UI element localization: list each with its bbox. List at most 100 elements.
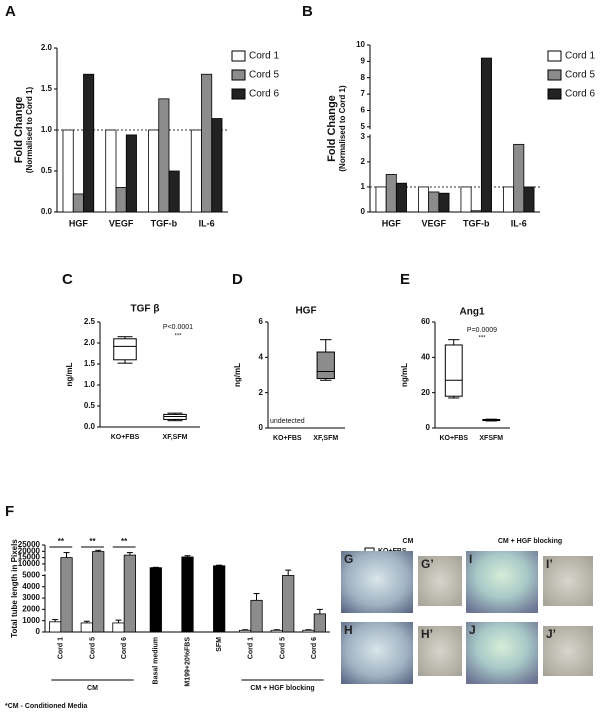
significance-label: ** [121,537,128,546]
bar [418,186,430,213]
bar [60,557,73,633]
micrograph [466,551,538,613]
y-tick-label: 7 [361,89,366,98]
y-axis-sublabel: (Normalised to Cord 1) [338,85,347,172]
y-tick-label: 8 [361,73,366,82]
x-tick-label: KO+FBS [111,434,140,441]
bar [375,186,387,213]
legend-label: Cord 5 [565,70,595,81]
bar [480,57,492,213]
x-tick-label: Cord 6 [121,637,128,659]
axis-break [366,129,374,135]
bar [149,567,162,633]
significance-label: ** [89,537,96,546]
bar [125,134,137,213]
bar [438,192,450,213]
x-tick-label: IL-6 [199,218,215,228]
bar [523,186,535,213]
y-axis-label: Fold Change [326,95,338,162]
bar [168,170,180,213]
y-tick-label: 10000 [18,559,41,568]
panel-letter: C [62,271,73,288]
y-tick-label: 0.0 [84,422,96,431]
micrograph-label: H [344,623,353,637]
micrograph-header: CM + HGF blocking [498,538,562,545]
legend-label: Cord 6 [249,89,279,100]
x-tick-label: SFM [216,637,223,652]
legend-label: Cord 5 [249,70,279,81]
bar [158,98,170,213]
y-axis-label: ng/mL [233,363,242,387]
y-tick-label: 25000 [18,540,41,549]
panel-letter: F [5,503,14,520]
y-tick-label: 6 [361,106,366,115]
y-tick-label: 5000 [22,571,40,580]
bar [250,599,263,633]
y-axis-label: ng/mL [400,363,409,387]
y-tick-label: 6 [259,317,264,326]
y-tick-label: 3 [361,132,366,141]
legend-swatch [547,50,562,62]
micrograph [543,556,593,606]
axis-break [41,571,49,575]
y-tick-label: 2 [259,388,264,397]
bar [123,554,136,633]
bar [80,622,93,633]
panel-letter: B [302,3,313,20]
bar [428,191,440,213]
bar [282,575,295,633]
x-tick-label: Cord 6 [311,637,318,659]
x-tick-label: XF,SFM [313,435,338,442]
y-tick-label: 20 [421,388,430,397]
panel-title: TGF β [131,304,160,315]
panel-letter: A [5,3,16,20]
x-tick-label: Basal medium [153,637,160,684]
micrograph-label: J [469,623,476,637]
bar [470,210,482,213]
micrograph [543,626,593,676]
x-tick-label: M199+20%FBS [184,637,191,687]
legend-swatch [547,69,562,81]
bar [201,73,213,213]
y-axis-sublabel: (Normalised to Cord 1) [25,87,34,174]
legend-swatch [547,88,562,100]
bar [115,186,127,213]
x-tick-label: TGF-b [463,218,490,228]
bar [148,129,160,213]
y-tick-label: 5 [361,122,366,131]
micrograph [418,556,462,606]
x-tick-label: HGF [69,218,89,228]
y-tick-label: 2000 [22,604,40,613]
y-axis-label: ng/mL [65,362,74,386]
x-tick-label: VEGF [109,218,134,228]
box [113,338,137,361]
y-tick-label: 10 [356,40,365,49]
y-axis-label: Fold Change [13,97,25,164]
x-tick-label: XF,SFM [163,434,188,441]
legend-swatch [231,50,246,62]
y-tick-label: 4 [259,352,264,361]
annotation: undetected [270,418,305,425]
annotation: P=0.0009 [467,327,497,334]
y-tick-label: 1000 [22,616,40,625]
x-tick-label: IL-6 [511,218,527,228]
y-tick-label: 4000 [22,582,40,591]
x-tick-label: Cord 1 [248,637,255,659]
significance-label: ** [58,537,65,546]
panel-title: HGF [295,306,316,317]
bar [395,182,407,213]
group-label: CM [87,685,98,692]
legend-label: Cord 1 [249,51,279,62]
y-axis-label: Total tube length in Pixels [10,539,19,638]
y-tick-label: 20000 [18,546,41,555]
y-tick-label: 1 [361,182,366,191]
micrograph [341,551,413,613]
legend-swatch [231,88,246,100]
micrograph [466,622,538,684]
bar [460,186,472,213]
bar [62,129,74,213]
bar [190,129,202,213]
annotation: *** [478,336,486,342]
box [444,344,463,397]
